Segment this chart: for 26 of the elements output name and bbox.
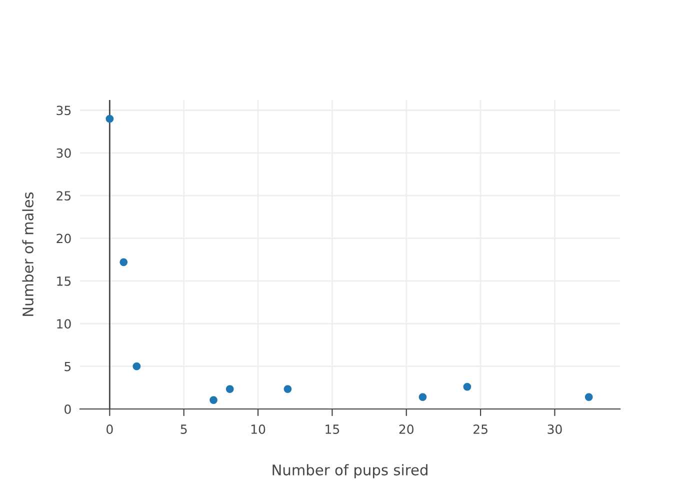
x-tick-label: 30 (548, 424, 562, 434)
point (226, 385, 234, 393)
y-tick-label: 20 (56, 234, 71, 244)
point (418, 393, 427, 401)
point (106, 114, 114, 123)
x-axis-title: Number of pups sired (272, 464, 428, 478)
point (132, 362, 141, 370)
point (210, 396, 218, 404)
y-tick-label: 5 (64, 362, 71, 372)
y-tick-label: 10 (57, 319, 71, 329)
y-axis-title: Number of males (22, 192, 34, 316)
x-tick-label: 5 (180, 424, 187, 434)
y-tick-label: 35 (56, 106, 71, 116)
x-tick-label: 15 (326, 424, 340, 434)
y-tick-label: 25 (56, 191, 71, 201)
y-tick-label: 30 (56, 148, 71, 158)
y-tick-label: 0 (64, 404, 71, 414)
point (463, 382, 472, 391)
y-tick-label: 15 (57, 276, 71, 286)
point (284, 385, 292, 393)
x-tick-label: 25 (474, 424, 488, 434)
x-tick-label: 0 (106, 424, 113, 434)
x-tick-label: 10 (251, 424, 266, 434)
x-tick-label: 20 (399, 424, 414, 434)
point (584, 393, 593, 401)
point (120, 258, 128, 266)
